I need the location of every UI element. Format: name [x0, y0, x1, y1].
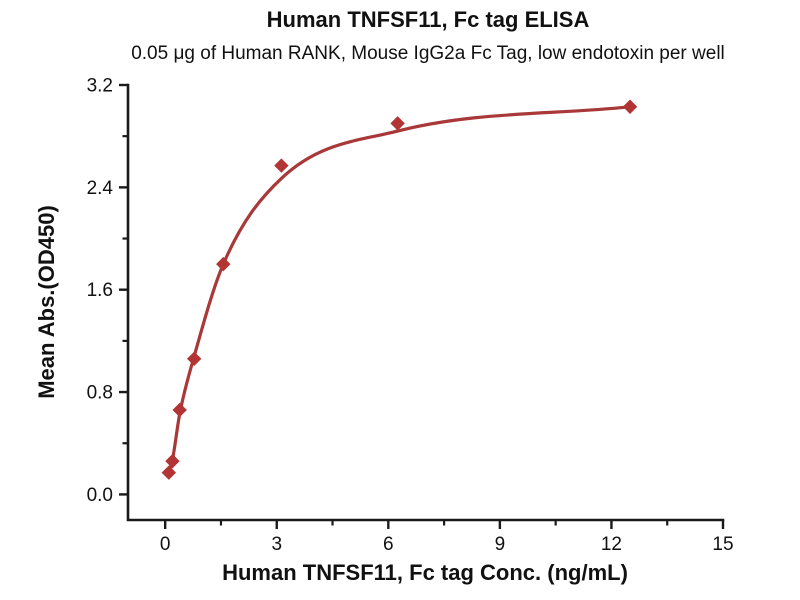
chart-subtitle: 0.05 μg of Human RANK, Mouse IgG2a Fc Ta…	[131, 43, 725, 64]
x-tick-label: 12	[601, 534, 622, 555]
x-axis-title: Human TNFSF11, Fc tag Conc. (ng/mL)	[222, 560, 628, 585]
y-tick-label: 0.8	[87, 383, 113, 404]
chart-title: Human TNFSF11, Fc tag ELISA	[267, 7, 590, 32]
data-point-diamond	[165, 453, 180, 469]
data-point-diamond	[622, 99, 638, 114]
plot-area: 0.0 0.8 1.6 2.4 3.2 0 3 6 9 12 15	[87, 76, 734, 556]
x-tick-label: 15	[712, 534, 733, 555]
data-point-diamond	[216, 256, 231, 272]
data-point-diamond	[186, 351, 202, 367]
data-point-diamond	[390, 116, 405, 131]
y-tick-label: 3.2	[87, 76, 113, 97]
data-point-diamond	[172, 402, 187, 418]
y-tick-label: 2.4	[87, 178, 114, 199]
data-point-diamond	[161, 465, 177, 480]
y-axis-title: Mean Abs.(OD450)	[34, 205, 59, 399]
fit-curve	[167, 105, 632, 475]
data-point-diamond	[274, 158, 289, 173]
y-tick-label: 1.6	[87, 280, 113, 301]
x-tick-label: 6	[383, 534, 394, 555]
x-tick-label: 0	[160, 534, 171, 555]
y-tick-label: 0.0	[87, 485, 113, 506]
axis-lines	[126, 83, 725, 522]
x-tick-label: 9	[495, 534, 506, 555]
x-tick-label: 3	[271, 534, 282, 555]
